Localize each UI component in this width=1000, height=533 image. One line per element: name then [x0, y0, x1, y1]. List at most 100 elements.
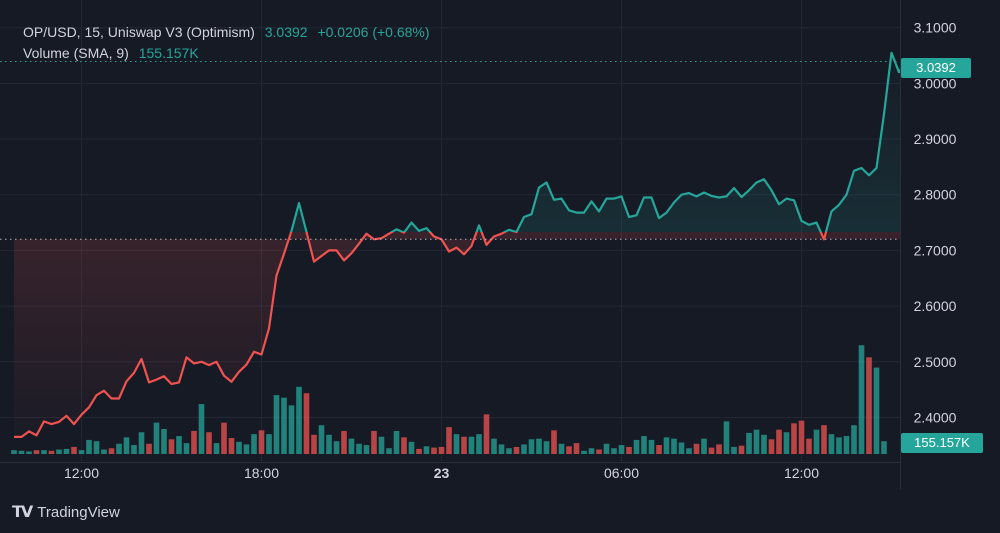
legend-price: OP/USD, 15, Uniswap V3 (Optimism) 3.0392… — [23, 24, 436, 40]
volume-bar — [678, 442, 685, 454]
volume-bar — [671, 438, 677, 454]
volume-bar — [573, 443, 580, 454]
volume-bar — [566, 446, 572, 454]
volume-bar — [303, 393, 310, 454]
legend-volume-label: Volume (SMA, 9) — [23, 45, 129, 61]
volume-bar — [228, 438, 235, 454]
volume-bar — [813, 429, 820, 454]
volume-bar — [708, 447, 715, 454]
volume-bar — [513, 446, 520, 454]
volume-bar — [791, 423, 797, 454]
volume-bar — [281, 397, 287, 454]
volume-bar — [881, 441, 887, 454]
price-tick-label: 2.6000 — [914, 298, 957, 314]
volume-bar — [11, 450, 17, 454]
price-tick-label: 3.0000 — [914, 75, 957, 91]
brand-label: TradingView — [37, 503, 120, 521]
volume-bar — [168, 439, 175, 454]
volume-bar — [206, 432, 212, 454]
volume-bar — [528, 439, 535, 454]
volume-bar — [243, 444, 250, 454]
volume-bar — [221, 422, 227, 454]
volume-bar — [858, 345, 865, 454]
volume-bar — [423, 446, 430, 454]
volume-bar — [176, 436, 182, 454]
volume-bar — [641, 436, 647, 454]
volume-bar — [663, 437, 670, 454]
volume-bar — [776, 429, 782, 454]
volume-bar — [356, 443, 362, 454]
volume-bar — [828, 434, 835, 454]
volume-bar — [461, 436, 467, 454]
volume-bar — [131, 445, 137, 454]
volume-bar — [768, 439, 775, 454]
price-tick-label: 2.8000 — [914, 187, 957, 203]
volume-bar — [18, 450, 25, 454]
volume-bar — [446, 427, 452, 454]
tradingview-brand[interactable]: 𝗧𝗩 TradingView — [12, 502, 120, 522]
volume-bar — [746, 432, 752, 454]
price-tick-label: 2.9000 — [914, 131, 957, 147]
tradingview-logo-icon: 𝗧𝗩 — [12, 504, 33, 521]
volume-bar — [483, 414, 490, 454]
volume-bar — [333, 441, 340, 454]
volume-bar — [371, 430, 377, 454]
volume-bar — [183, 443, 190, 454]
volume-bar — [633, 439, 640, 454]
volume-bar — [63, 448, 70, 454]
volume-bars — [11, 345, 887, 454]
volume-bar — [198, 404, 205, 454]
volume-bar — [581, 450, 587, 454]
volume-bar — [476, 434, 482, 454]
volume-bar — [378, 436, 385, 454]
volume-bar — [408, 441, 415, 454]
volume-bar — [686, 448, 692, 454]
volume-bar — [318, 425, 325, 454]
volume-bar — [41, 450, 47, 454]
volume-bar — [78, 450, 85, 454]
volume-bar — [453, 434, 460, 454]
price-lines — [0, 51, 900, 438]
price-tick-label: 2.4000 — [914, 409, 957, 425]
volume-bar — [341, 430, 347, 454]
volume-bar — [26, 451, 32, 454]
volume-bar — [543, 441, 550, 454]
volume-bar — [153, 422, 160, 454]
volume-bar — [108, 448, 115, 454]
volume-bar — [738, 445, 745, 454]
volume-bar — [288, 405, 295, 454]
volume-bar — [498, 444, 505, 454]
volume-bar — [836, 437, 842, 454]
volume-bar — [116, 443, 122, 454]
volume-bar — [596, 449, 602, 454]
last-price-label: 3.0392 — [901, 58, 971, 78]
volume-bar — [33, 450, 40, 454]
time-tick-label: 06:00 — [604, 465, 639, 481]
volume-bar — [611, 448, 617, 454]
volume-bar — [761, 434, 767, 454]
volume-bar — [273, 395, 280, 454]
volume-bar — [648, 439, 655, 454]
volume-bar — [521, 444, 527, 454]
volume-bar — [603, 443, 610, 454]
price-tick-label: 2.7000 — [914, 242, 957, 258]
volume-bar — [86, 439, 92, 454]
volume-bar — [806, 438, 812, 454]
volume-bar — [618, 445, 625, 454]
volume-bar — [56, 449, 62, 454]
volume-bar — [266, 434, 272, 454]
volume-bar — [416, 448, 422, 454]
volume-bar — [798, 420, 805, 454]
time-tick-label: 18:00 — [244, 465, 279, 481]
volume-bar — [491, 438, 497, 454]
volume-bar — [236, 441, 242, 454]
volume-bar — [851, 425, 857, 454]
volume-bar — [258, 430, 265, 454]
volume-bar — [146, 443, 152, 454]
price-tick-label: 3.1000 — [914, 20, 957, 36]
volume-bar — [873, 367, 880, 454]
volume-bar — [656, 445, 662, 454]
legend-change: +0.0206 (+0.68%) — [317, 24, 430, 40]
volume-bar — [123, 437, 130, 454]
